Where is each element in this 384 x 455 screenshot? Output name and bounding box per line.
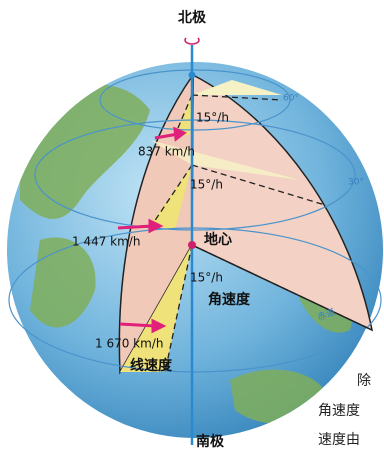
linear-speed: 837 km/h — [138, 145, 195, 159]
latitude-mark: 30° — [348, 178, 364, 188]
globe — [7, 37, 383, 445]
side-text: 角速度 — [318, 403, 360, 419]
earth-center-label: 地心 — [204, 231, 232, 248]
angular-speed: 15°/h — [190, 178, 223, 192]
linear-speed: 1 670 km/h — [95, 337, 163, 351]
side-text-block: 除 角速度 速度由 — [318, 373, 371, 448]
north-pole-label: 北极 — [178, 9, 207, 26]
side-text: 除 — [357, 373, 371, 389]
angular-velocity-label: 角速度 — [208, 291, 251, 308]
south-pole-label: 南极 — [196, 433, 225, 450]
linear-speed: 1 447 km/h — [72, 235, 140, 249]
angular-speed: 15°/h — [190, 271, 223, 285]
linear-velocity-label: 线速度 — [130, 357, 173, 374]
angular-speed: 15°/h — [196, 111, 229, 125]
side-text: 速度由 — [318, 432, 360, 448]
latitude-mark: 60° — [283, 94, 299, 104]
